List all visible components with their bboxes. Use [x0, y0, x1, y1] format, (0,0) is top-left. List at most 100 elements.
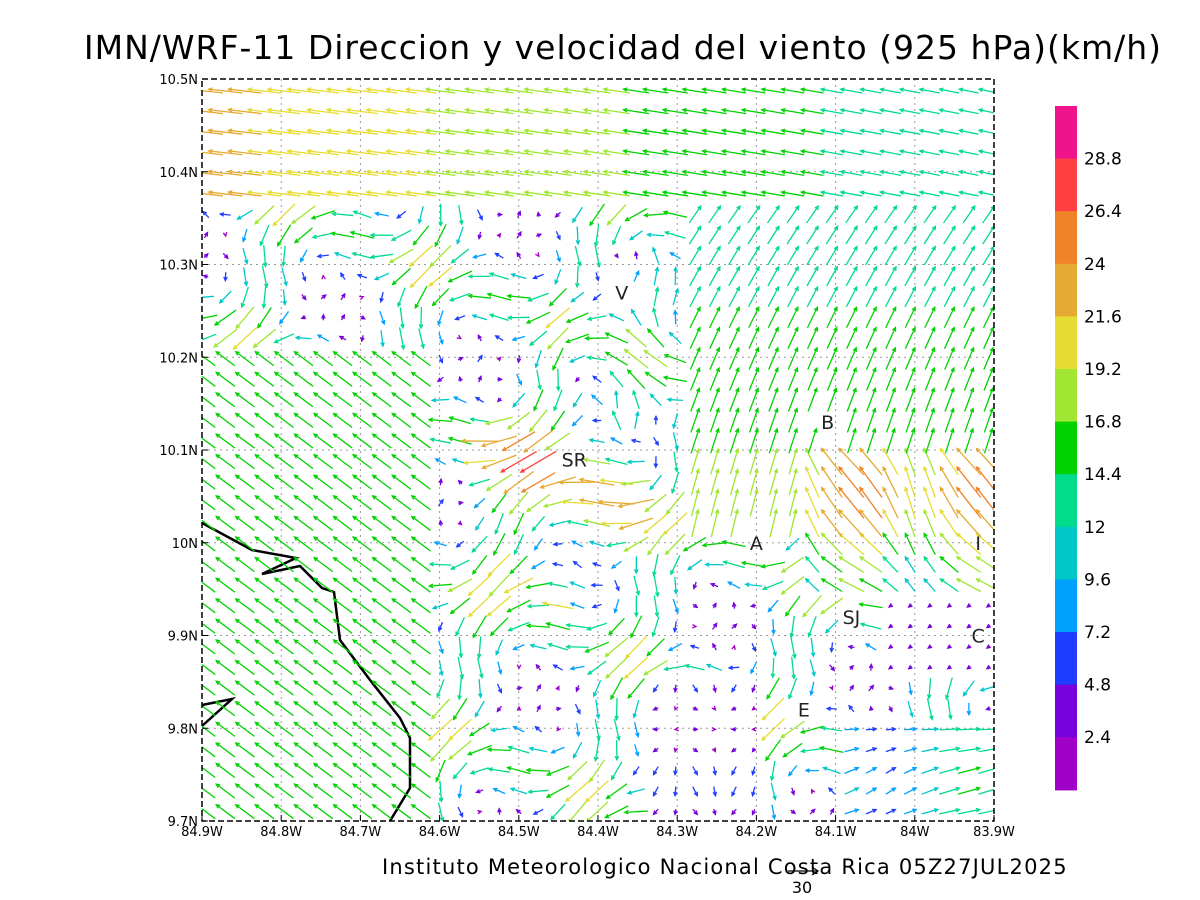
wind-arrow: [692, 603, 699, 609]
wind-arrow: [467, 574, 492, 597]
wind-arrow: [963, 366, 975, 391]
colorbar-segment: [1055, 474, 1077, 528]
wind-arrow: [884, 225, 898, 245]
wind-arrow: [497, 376, 503, 382]
wind-arrow: [391, 639, 412, 655]
wind-arrow: [966, 644, 972, 650]
wind-arrow: [924, 366, 936, 391]
wind-arrow: [604, 351, 628, 366]
wind-arrow: [435, 759, 446, 783]
wind-arrow: [545, 784, 570, 798]
wind-arrow: [371, 494, 392, 511]
wind-arrow: [550, 803, 566, 821]
wind-arrow: [476, 657, 484, 680]
wind-arrow: [365, 128, 398, 135]
wind-arrow: [330, 231, 355, 238]
wind-arrow: [202, 684, 216, 696]
wind-arrow: [541, 601, 574, 610]
wind-arrow: [688, 245, 702, 266]
wind-arrow: [511, 335, 526, 342]
wind-arrow: [844, 766, 860, 774]
wind-arrow: [788, 677, 798, 700]
wind-arrow: [325, 190, 359, 197]
wind-arrow: [788, 427, 798, 454]
wind-arrow: [491, 493, 507, 514]
wind-arrow: [516, 373, 523, 386]
wind-arrow: [552, 347, 564, 371]
wind-arrow: [633, 575, 641, 597]
wind-arrow: [848, 704, 855, 713]
wind-arrow: [240, 286, 249, 309]
wind-arrow: [202, 787, 216, 799]
wind-arrow: [207, 148, 243, 156]
wind-arrow: [652, 766, 659, 776]
wind-arrow: [859, 447, 883, 476]
footer-credit: Instituto Meteorologico Nacional Costa R…: [382, 855, 1068, 879]
wind-arrow: [769, 488, 779, 517]
wind-arrow: [254, 515, 275, 531]
wind-arrow: [523, 149, 553, 156]
wind-arrow: [787, 765, 798, 777]
wind-arrow: [391, 556, 412, 573]
wind-arrow: [462, 459, 496, 466]
wind-arrow: [780, 107, 805, 115]
wind-arrow: [731, 786, 737, 798]
wind-arrow: [555, 685, 560, 691]
wind-arrow: [712, 786, 718, 798]
wind-arrow: [923, 245, 937, 266]
x-tick-label: 83.9W: [973, 825, 1015, 840]
wind-arrow: [371, 371, 392, 387]
wind-arrow: [647, 533, 665, 556]
wind-arrow: [333, 251, 351, 260]
wind-arrow: [828, 786, 836, 795]
wind-arrow: [345, 148, 379, 156]
wind-arrow: [359, 295, 365, 301]
wind-arrow: [391, 721, 412, 737]
x-tick-label: 84.7W: [339, 825, 381, 840]
wind-arrow: [555, 231, 561, 241]
wind-arrow: [293, 392, 314, 408]
wind-arrow: [254, 597, 275, 614]
wind-arrow: [409, 265, 433, 289]
wind-arrow: [365, 107, 398, 115]
wind-arrow: [332, 762, 353, 779]
wind-arrow: [414, 285, 428, 310]
wind-arrow: [939, 447, 959, 476]
wind-arrow: [977, 87, 994, 93]
wind-arrow: [712, 642, 717, 651]
wind-arrow: [489, 617, 509, 637]
wind-arrow: [938, 190, 960, 197]
wind-arrow: [712, 622, 718, 630]
wind-arrow: [286, 148, 320, 156]
wind-arrow: [799, 149, 824, 156]
wind-arrow: [503, 87, 533, 94]
wind-arrow: [748, 346, 760, 370]
wind-arrow: [430, 698, 451, 720]
wind-arrow: [351, 721, 373, 737]
wind-arrow: [591, 603, 602, 609]
wind-arrow: [202, 622, 216, 634]
wind-arrow: [787, 386, 799, 412]
wind-arrow: [946, 623, 952, 629]
wind-arrow: [305, 169, 340, 177]
wind-arrow: [605, 656, 628, 679]
wind-arrow: [203, 252, 209, 259]
wind-arrow: [544, 432, 571, 451]
wind-arrow: [351, 474, 373, 490]
wind-arrow: [845, 285, 858, 308]
wind-arrow: [332, 680, 353, 696]
wind-arrow: [688, 225, 702, 245]
wind-arrow: [254, 536, 275, 552]
wind-arrow: [711, 726, 717, 732]
wind-arrow: [554, 268, 562, 285]
wind-arrow: [273, 515, 294, 531]
wind-arrow: [207, 87, 243, 94]
wind-arrow: [474, 700, 485, 718]
wind-arrow: [643, 349, 668, 368]
wind-arrow: [345, 107, 379, 115]
wind-arrow: [939, 532, 959, 556]
wind-arrow: [234, 742, 255, 758]
wind-arrow: [806, 265, 819, 287]
wind-arrow: [634, 410, 640, 429]
wind-arrow: [609, 370, 624, 388]
